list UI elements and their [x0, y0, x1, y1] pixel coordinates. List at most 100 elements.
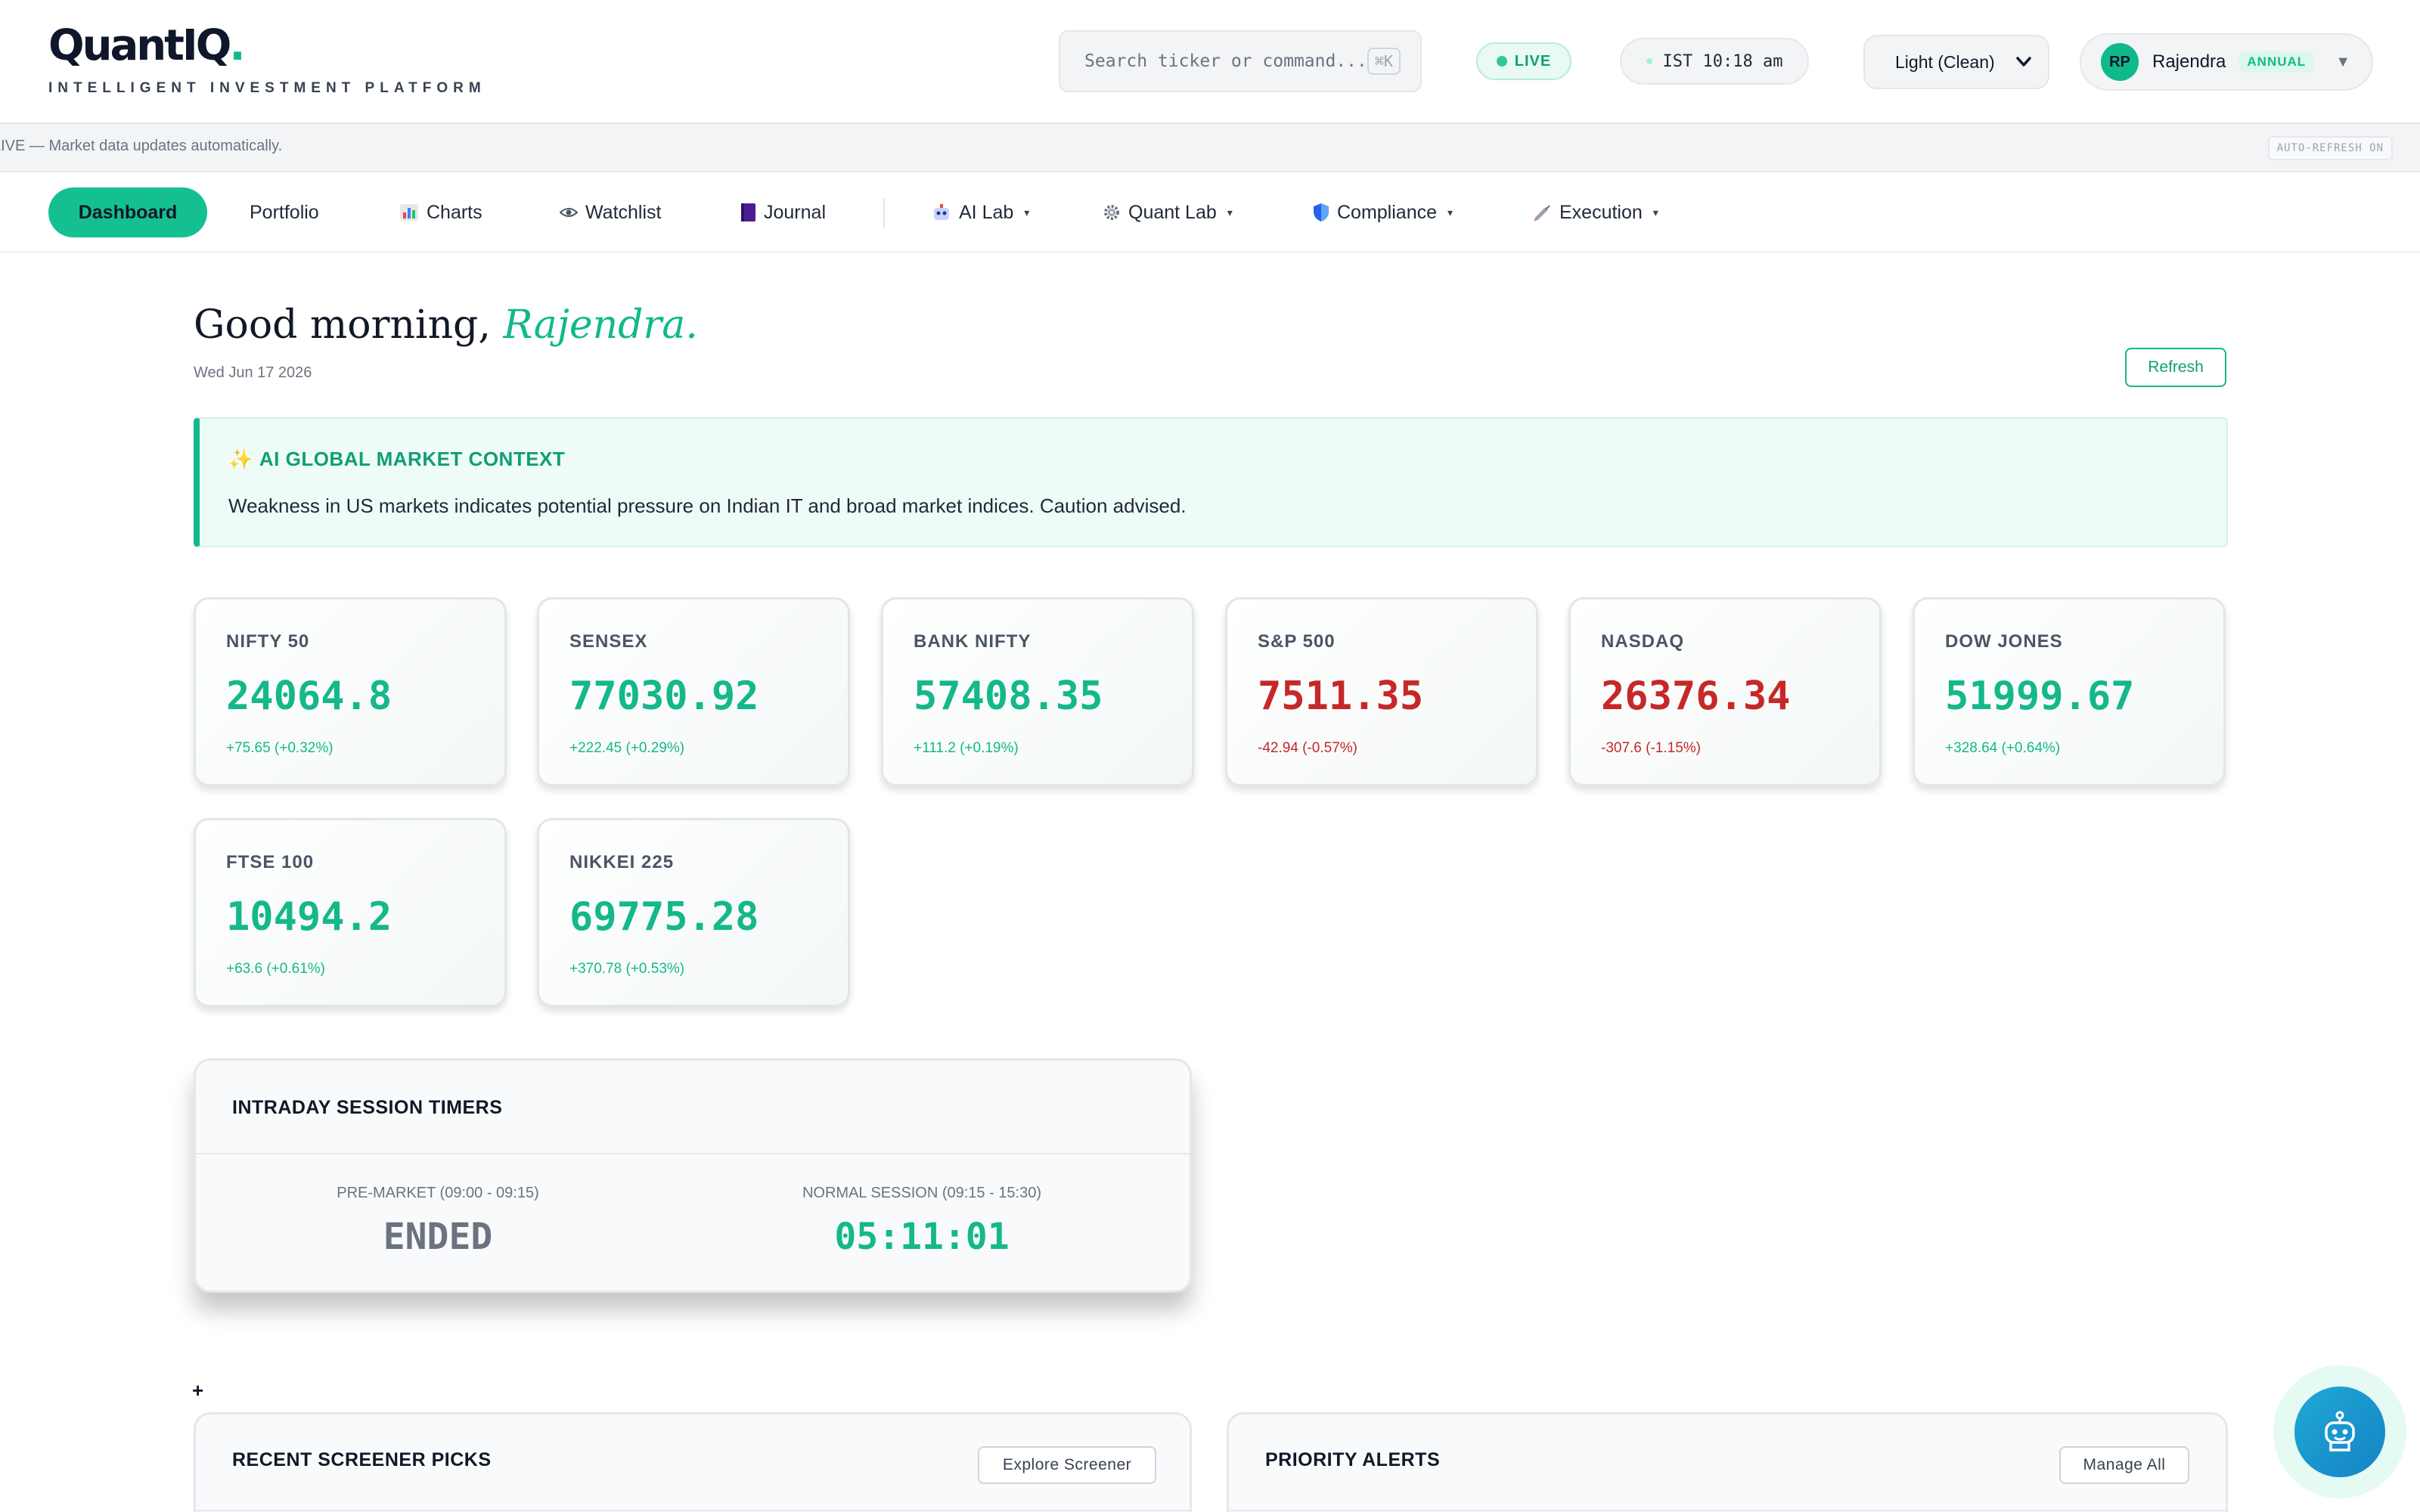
- nav-portfolio-label: Portfolio: [250, 201, 319, 223]
- pre-market-label: PRE-MARKET (09:00 - 09:15): [337, 1185, 539, 1201]
- greeting-prefix: Good morning,: [194, 302, 491, 348]
- avatar: RP: [2101, 43, 2139, 81]
- clock-text: IST 10:18 am: [1662, 51, 1783, 71]
- index-name: SENSEX: [569, 631, 648, 652]
- index-card[interactable]: SENSEX 77030.92 +222.45 (+0.29%): [537, 597, 850, 786]
- caret-down-icon: ▾: [1227, 206, 1233, 218]
- live-status-badge: LIVE: [1476, 42, 1571, 80]
- nav-watchlist[interactable]: Watchlist: [560, 187, 661, 237]
- user-name: Rajendra: [2152, 51, 2226, 72]
- index-card[interactable]: DOW JONES 51999.67 +328.64 (+0.64%): [1913, 597, 2226, 786]
- theme-select[interactable]: Light (Clean): [1863, 35, 2049, 89]
- market-clock: IST 10:18 am: [1620, 38, 1809, 85]
- index-name: DOW JONES: [1945, 631, 2063, 652]
- clock-dot-icon: [1646, 58, 1652, 64]
- bar-chart-icon: [400, 204, 418, 221]
- index-name: FTSE 100: [226, 852, 315, 872]
- ai-context-text: Weakness in US markets indicates potenti…: [228, 494, 1187, 517]
- nav-charts-label: Charts: [427, 201, 482, 223]
- index-value: 7511.35: [1258, 674, 1424, 719]
- robot-icon: [2325, 1411, 2355, 1452]
- live-dot-icon: [1496, 56, 1507, 67]
- eye-icon: [560, 208, 578, 217]
- nav-watchlist-label: Watchlist: [585, 201, 662, 223]
- nav-divider: [883, 198, 885, 228]
- explore-screener-button[interactable]: Explore Screener: [978, 1446, 1156, 1484]
- index-change: -42.94 (-0.57%): [1258, 740, 1358, 756]
- index-value: 69775.28: [569, 894, 759, 940]
- index-change: +111.2 (+0.19%): [914, 740, 1019, 756]
- index-card[interactable]: FTSE 100 10494.2 +63.6 (+0.61%): [194, 818, 507, 1007]
- index-change: -307.6 (-1.15%): [1601, 740, 1702, 756]
- pre-market-timer: PRE-MARKET (09:00 - 09:15) ENDED: [196, 1185, 680, 1258]
- user-menu[interactable]: RP Rajendra ANNUAL ▼: [2080, 33, 2373, 91]
- gear-icon: [1104, 205, 1119, 220]
- index-name: NIKKEI 225: [569, 852, 675, 872]
- status-message: LIVE — Market data updates automatically…: [0, 138, 283, 154]
- ai-assistant-button[interactable]: [2294, 1387, 2385, 1477]
- nav-dashboard-label: Dashboard: [78, 201, 178, 223]
- normal-session-timer: NORMAL SESSION (09:15 - 15:30) 05:11:01: [680, 1185, 1164, 1258]
- nav-quant-lab-label: Quant Lab: [1128, 201, 1217, 223]
- current-date: Wed Jun 17 2026: [194, 364, 312, 381]
- add-widget-button[interactable]: +: [192, 1379, 204, 1402]
- brand-logo[interactable]: QuantIQ.: [48, 21, 246, 70]
- index-value: 77030.92: [569, 674, 759, 719]
- status-strip: LIVE — Market data updates automatically…: [0, 122, 2420, 172]
- manage-alerts-button[interactable]: Manage All: [2059, 1446, 2189, 1484]
- priority-alerts-panel: PRIORITY ALERTS Manage All: [1227, 1412, 2228, 1512]
- index-change: +370.78 (+0.53%): [569, 961, 685, 977]
- index-change: +328.64 (+0.64%): [1945, 740, 2061, 756]
- live-label: LIVE: [1514, 52, 1552, 70]
- sparkle-icon: ✨: [228, 448, 253, 470]
- index-change: +222.45 (+0.29%): [569, 740, 685, 756]
- index-name: S&P 500: [1258, 631, 1336, 652]
- index-value: 51999.67: [1945, 674, 2135, 719]
- index-name: BANK NIFTY: [914, 631, 1032, 652]
- caret-down-icon: ▼: [2335, 53, 2350, 70]
- index-name: NIFTY 50: [226, 631, 310, 652]
- index-value: 26376.34: [1601, 674, 1791, 719]
- shield-icon: [1314, 203, 1329, 222]
- normal-session-value: 05:11:01: [834, 1216, 1010, 1258]
- nav-ai-lab-label: AI Lab: [959, 201, 1014, 223]
- timers-header: INTRADAY SESSION TIMERS: [196, 1061, 1190, 1154]
- plan-badge: ANNUAL: [2239, 51, 2314, 73]
- nav-quant-lab[interactable]: Quant Lab ▾: [1103, 187, 1233, 237]
- ai-market-context: ✨ AI GLOBAL MARKET CONTEXT Weakness in US…: [194, 417, 2228, 547]
- screener-picks-panel: RECENT SCREENER PICKS Explore Screener: [194, 1412, 1192, 1512]
- screener-panel-header: RECENT SCREENER PICKS Explore Screener: [196, 1414, 1190, 1511]
- nav-journal[interactable]: Journal: [740, 187, 826, 237]
- nav-ai-lab[interactable]: AI Lab ▾: [932, 187, 1029, 237]
- caret-down-icon: ▾: [1024, 206, 1030, 218]
- main-nav: Dashboard Portfolio Charts Watchlist Jou…: [0, 172, 2420, 253]
- page-title: Good morning, Rajendra.: [194, 302, 698, 348]
- alerts-panel-header: PRIORITY ALERTS Manage All: [1229, 1414, 2226, 1511]
- index-value: 24064.8: [226, 674, 392, 719]
- search-input[interactable]: Search ticker or command... ⌘K: [1059, 30, 1422, 92]
- caret-down-icon: ▾: [1652, 206, 1658, 218]
- screener-panel-title: RECENT SCREENER PICKS: [232, 1449, 492, 1470]
- nav-journal-label: Journal: [764, 201, 826, 223]
- nav-execution[interactable]: Execution ▾: [1534, 187, 1658, 237]
- nav-portfolio[interactable]: Portfolio: [250, 187, 319, 237]
- nav-compliance-label: Compliance: [1337, 201, 1438, 223]
- auto-refresh-badge: AUTO-REFRESH ON: [2267, 136, 2393, 160]
- refresh-button[interactable]: Refresh: [2125, 348, 2226, 387]
- index-card[interactable]: BANK NIFTY 57408.35 +111.2 (+0.19%): [881, 597, 1194, 786]
- index-card[interactable]: S&P 500 7511.35 -42.94 (-0.57%): [1225, 597, 1538, 786]
- timers-title: INTRADAY SESSION TIMERS: [232, 1097, 503, 1118]
- brand-tagline: INTELLIGENT INVESTMENT PLATFORM: [48, 80, 486, 96]
- index-card[interactable]: NIKKEI 225 69775.28 +370.78 (+0.53%): [537, 818, 850, 1007]
- syringe-icon: [1534, 205, 1550, 222]
- nav-compliance[interactable]: Compliance ▾: [1313, 187, 1453, 237]
- chevron-down-icon: [2016, 57, 2031, 67]
- index-card[interactable]: NASDAQ 26376.34 -307.6 (-1.15%): [1568, 597, 1882, 786]
- nav-charts[interactable]: Charts: [399, 187, 482, 237]
- search-placeholder: Search ticker or command...: [1084, 51, 1367, 71]
- alerts-panel-title: PRIORITY ALERTS: [1265, 1449, 1441, 1470]
- index-value: 57408.35: [914, 674, 1103, 719]
- index-card[interactable]: NIFTY 50 24064.8 +75.65 (+0.32%): [194, 597, 507, 786]
- nav-dashboard[interactable]: Dashboard: [48, 187, 207, 237]
- robot-icon: [934, 204, 949, 220]
